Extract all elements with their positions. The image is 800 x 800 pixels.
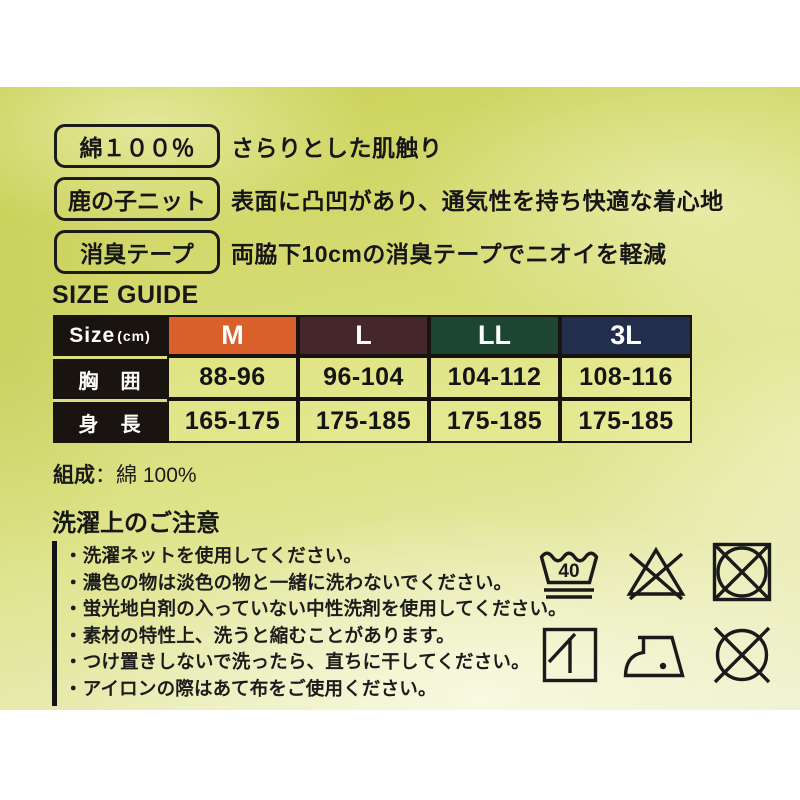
composition-line: 組成：綿 100%	[53, 459, 197, 489]
feature-tag-badge: 鹿の子ニット	[54, 177, 220, 221]
washing-notes-list: ・洗濯ネットを使用してください。 ・濃色の物は淡色の物と一緒に洗わないでください…	[52, 541, 567, 706]
size-col-header-ll: LL	[429, 315, 560, 356]
feature-row-knit: 鹿の子ニット 表面に凸凹があり、通気性を持ち快適な着心地	[54, 177, 724, 221]
feature-description: 表面に凸凹があり、通気性を持ち快適な着心地	[231, 188, 724, 214]
size-header-main: Size	[69, 323, 116, 347]
composition-value: ：綿 100%	[95, 464, 197, 487]
row-label-height: 身 長	[53, 399, 167, 443]
size-col-header-l: L	[298, 315, 429, 356]
size-guide-heading: SIZE GUIDE	[52, 281, 199, 309]
height-value-m: 165-175	[167, 399, 298, 443]
do-not-tumble-dry-icon	[712, 542, 772, 602]
iron-low-heat-icon	[623, 635, 685, 678]
line-dry-in-shade-icon	[542, 627, 598, 683]
size-header-unit: (cm)	[117, 327, 151, 344]
do-not-bleach-icon	[626, 546, 686, 601]
size-col-header-m: M	[167, 315, 298, 356]
feature-description: 両脇下10cmの消臭テープでニオイを軽減	[231, 241, 667, 267]
care-symbols-grid: 40	[527, 540, 785, 690]
washing-notes-heading: 洗濯上のご注意	[52, 510, 220, 537]
feature-description: さらりとした肌触り	[231, 135, 443, 161]
chest-value-m: 88-96	[167, 356, 298, 399]
washing-note: ・アイロンの際はあて布をご使用ください。	[64, 677, 437, 699]
feature-tag-label: 消臭テープ	[80, 241, 194, 267]
washing-note: ・つけ置きしないで洗ったら、直ちに干してください。	[64, 651, 530, 672]
washing-note: ・素材の特性上、洗うと縮むことがあります。	[64, 624, 455, 646]
wash-40-gentle-icon: 40	[539, 551, 599, 599]
feature-tag-badge: 綿１００％	[54, 124, 220, 168]
feature-tag-badge: 消臭テープ	[54, 230, 220, 274]
washing-note: ・濃色の物は淡色の物と一緒に洗わないでください。	[64, 571, 513, 593]
wash-temperature: 40	[558, 561, 579, 582]
chest-value-3l: 108-116	[560, 356, 692, 399]
height-value-ll: 175-185	[429, 399, 560, 443]
size-guide-table: Size (cm) M L LL 3L 胸 囲 88-96 96-104 104…	[53, 315, 692, 443]
do-not-dry-clean-icon	[713, 626, 771, 684]
composition-label: 組成	[53, 464, 95, 487]
washing-note: ・蛍光地白剤の入っていない中性洗剤を使用してください。	[64, 598, 567, 619]
size-col-header-3l: 3L	[560, 315, 692, 356]
height-value-l: 175-185	[298, 399, 429, 443]
washing-note: ・洗濯ネットを使用してください。	[64, 545, 363, 566]
feature-row-cotton: 綿１００％ さらりとした肌触り	[54, 124, 443, 168]
chest-value-l: 96-104	[298, 356, 429, 399]
row-label-chest: 胸 囲	[53, 356, 167, 399]
feature-row-deodorant: 消臭テープ 両脇下10cmの消臭テープでニオイを軽減	[54, 230, 666, 274]
height-value-3l: 175-185	[560, 399, 692, 443]
feature-tag-label: 綿１００％	[79, 135, 195, 161]
feature-tag-label: 鹿の子ニット	[68, 188, 206, 214]
size-header-cell: Size (cm)	[53, 315, 167, 356]
chest-value-ll: 104-112	[429, 356, 560, 399]
